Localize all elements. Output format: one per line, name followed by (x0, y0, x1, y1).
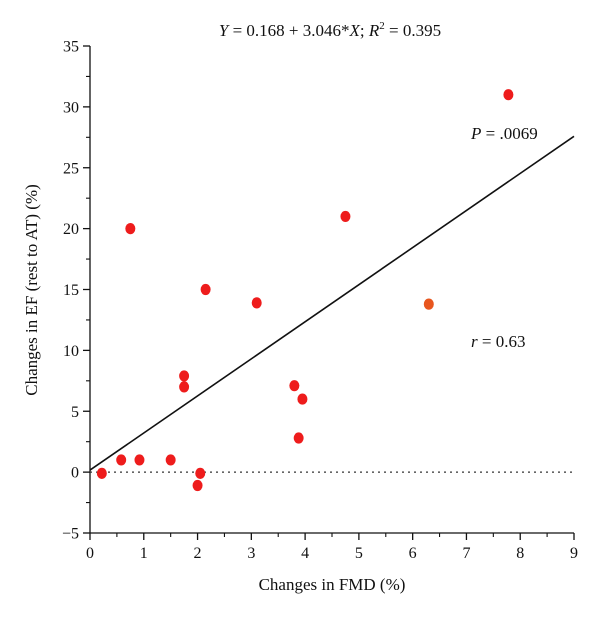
y-axis-ticks: −5 0 5 10 15 20 25 30 35 (62, 39, 90, 543)
y-tick-label: 35 (63, 39, 79, 56)
data-point (503, 89, 514, 101)
x-tick-label: 1 (140, 545, 148, 562)
data-point (125, 223, 136, 235)
p-value-annotation: P = .0069 (470, 124, 538, 143)
data-point (293, 432, 304, 444)
x-tick-label: 3 (247, 545, 255, 562)
data-point (165, 454, 176, 466)
x-axis-label: Changes in FMD (%) (259, 575, 406, 594)
x-tick-label: 0 (86, 545, 94, 562)
x-tick-label: 4 (301, 545, 309, 562)
x-tick-label: 2 (194, 545, 202, 562)
title-r2-value: = 0.395 (385, 21, 441, 40)
r-value-annotation: r = 0.63 (471, 332, 525, 351)
y-tick-label: 0 (71, 465, 79, 482)
p-symbol: P (470, 124, 481, 143)
x-axis-ticks: 0 1 2 3 4 5 6 7 8 9 (86, 533, 578, 562)
y-tick-label: 5 (71, 404, 79, 421)
y-tick-label: 25 (63, 160, 79, 177)
x-tick-label: 7 (462, 545, 470, 562)
y-tick-label: 10 (63, 343, 79, 360)
data-point (297, 393, 308, 405)
title-y-symbol: Y (219, 21, 230, 40)
data-point (179, 381, 190, 393)
data-point (192, 479, 203, 492)
title-x-symbol: X (349, 21, 361, 40)
r-symbol: r (471, 332, 478, 351)
title-separator: ; (360, 21, 369, 40)
title-r-superscript: 2 (379, 20, 385, 32)
x-tick-label: 8 (516, 545, 524, 562)
data-point (195, 467, 206, 479)
y-tick-label: 15 (63, 282, 79, 299)
r-value: = 0.63 (478, 332, 526, 351)
y-tick-label: 30 (63, 99, 79, 116)
data-point (423, 298, 434, 310)
data-point (200, 283, 211, 296)
data-point (134, 454, 145, 466)
title-r-symbol: R (368, 21, 380, 40)
data-point (96, 467, 107, 479)
x-tick-label: 9 (570, 545, 578, 562)
chart-title: Y = 0.168 + 3.046*X; R2 = 0.395 (219, 20, 441, 40)
y-tick-label: 20 (63, 221, 79, 238)
data-point (251, 297, 262, 309)
y-tick-label: −5 (62, 526, 79, 543)
data-point (340, 210, 351, 223)
data-point (289, 380, 300, 392)
p-value: = .0069 (481, 124, 537, 143)
data-point (116, 454, 127, 466)
x-tick-label: 6 (409, 545, 417, 562)
y-axis-label: Changes in EF (rest to AT) (%) (22, 184, 41, 396)
regression-line (89, 135, 575, 471)
data-point (179, 370, 190, 382)
x-tick-label: 5 (355, 545, 363, 562)
title-equation: = 0.168 + 3.046* (228, 21, 349, 40)
data-points (96, 89, 514, 492)
